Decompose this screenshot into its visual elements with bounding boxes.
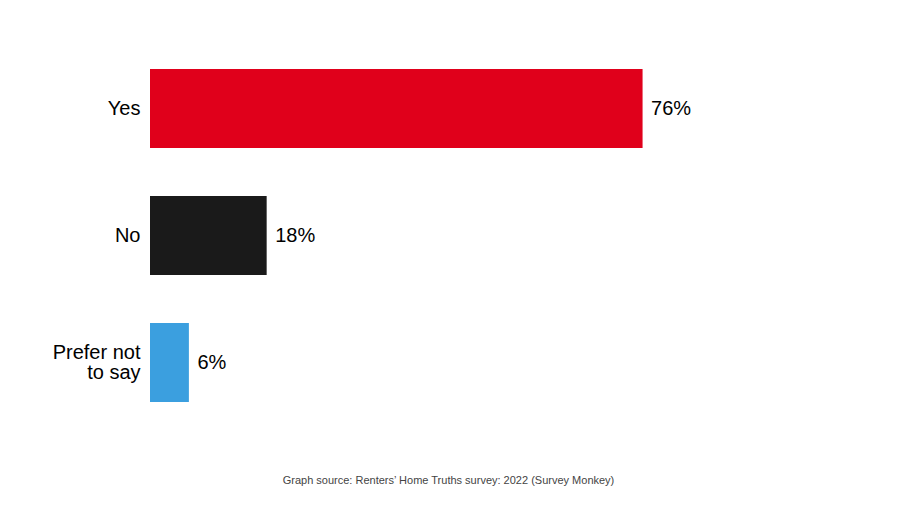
svg-text:Prefer notto say: Prefer notto say [53, 341, 141, 383]
svg-text:6%: 6% [197, 351, 226, 373]
svg-text:No: No [115, 224, 141, 246]
html-text:Graph source: Renters’ Home Tr: Graph source: Renters’ Home Truths surve… [282, 474, 615, 486]
svg-text:76%: 76% [651, 97, 691, 119]
svg-text:Yes: Yes [108, 97, 141, 119]
svg-text:18%: 18% [275, 224, 315, 246]
